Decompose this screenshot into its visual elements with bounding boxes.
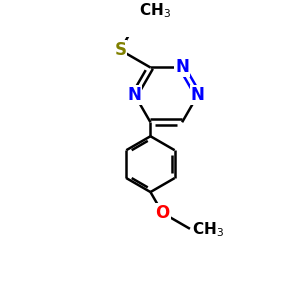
Text: CH$_3$: CH$_3$ <box>192 220 224 239</box>
Text: O: O <box>155 204 170 222</box>
Text: CH$_3$: CH$_3$ <box>139 1 171 20</box>
Text: N: N <box>128 86 142 104</box>
Text: S: S <box>114 41 126 59</box>
Text: N: N <box>175 58 189 76</box>
Text: N: N <box>191 86 205 104</box>
